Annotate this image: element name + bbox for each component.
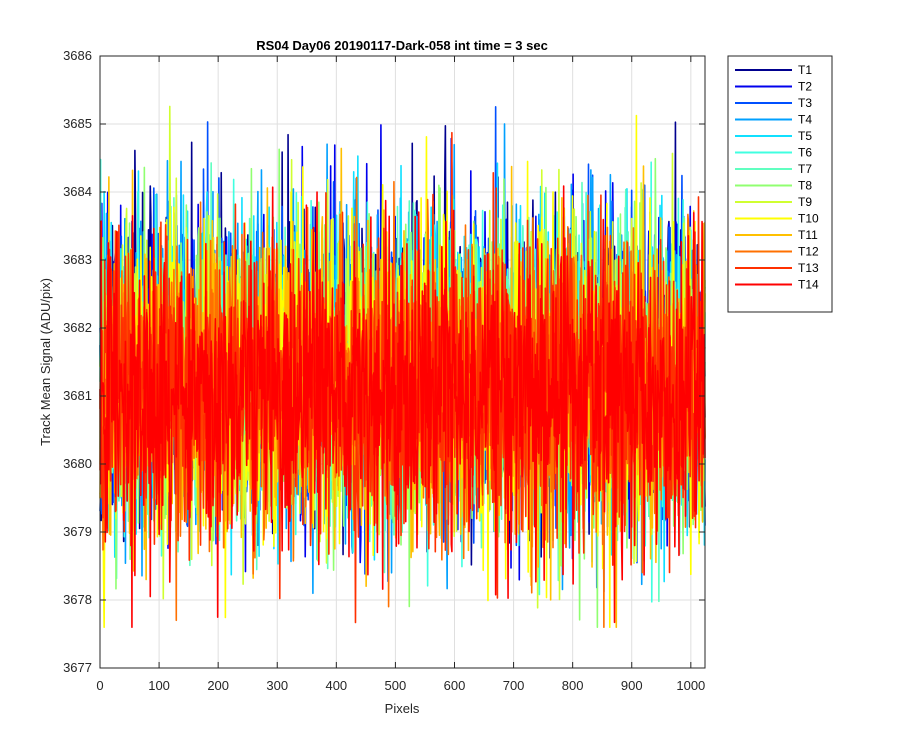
x-tick-label: 400 — [325, 678, 347, 693]
y-tick-label: 3677 — [63, 660, 92, 675]
x-tick-label: 0 — [96, 678, 103, 693]
chart-title: RS04 Day06 20190117-Dark-058 int time = … — [256, 38, 548, 53]
legend-label: T9 — [798, 195, 812, 209]
y-tick-label: 3678 — [63, 592, 92, 607]
y-tick-label: 3681 — [63, 388, 92, 403]
y-tick-label: 3686 — [63, 48, 92, 63]
legend-label: T14 — [798, 278, 819, 292]
legend-label: T4 — [798, 113, 812, 127]
legend-label: T8 — [798, 179, 812, 193]
series-line-t14 — [99, 185, 706, 628]
legend-label: T6 — [798, 146, 812, 160]
legend-label: T2 — [798, 80, 812, 94]
x-tick-label: 300 — [266, 678, 288, 693]
plot-frame — [99, 55, 706, 669]
x-tick-label: 200 — [207, 678, 229, 693]
series-layer — [99, 105, 706, 628]
legend: T1 T2 T3 T4 T5 T6 T7 T8 T9 T10 T11 T12 T13 T14 — [727, 55, 833, 313]
ticks: 0 100 200 300 400 500 600 700 800 900 1000 3677 3678… — [63, 48, 705, 693]
y-axis-label: Track Mean Signal (ADU/pix) — [38, 278, 53, 446]
legend-label: T13 — [798, 261, 819, 275]
legend-label: T3 — [798, 96, 812, 110]
x-tick-label: 900 — [621, 678, 643, 693]
x-axis-label: Pixels — [385, 701, 420, 716]
x-tick-label: 1000 — [676, 678, 705, 693]
legend-label: T5 — [798, 129, 812, 143]
legend-label: T12 — [798, 245, 819, 259]
x-tick-label: 500 — [385, 678, 407, 693]
y-tick-label: 3685 — [63, 116, 92, 131]
y-tick-label: 3682 — [63, 320, 92, 335]
y-tick-label: 3684 — [63, 184, 92, 199]
x-tick-label: 100 — [148, 678, 170, 693]
x-tick-label: 800 — [562, 678, 584, 693]
legend-label: T7 — [798, 162, 812, 176]
legend-box — [727, 55, 833, 313]
y-tick-label: 3683 — [63, 252, 92, 267]
legend-label: T1 — [798, 63, 812, 77]
y-tick-label: 3679 — [63, 524, 92, 539]
legend-label: T10 — [798, 212, 819, 226]
y-tick-label: 3680 — [63, 456, 92, 471]
x-tick-label: 600 — [444, 678, 466, 693]
legend-label: T11 — [798, 228, 818, 242]
x-tick-label: 700 — [503, 678, 525, 693]
